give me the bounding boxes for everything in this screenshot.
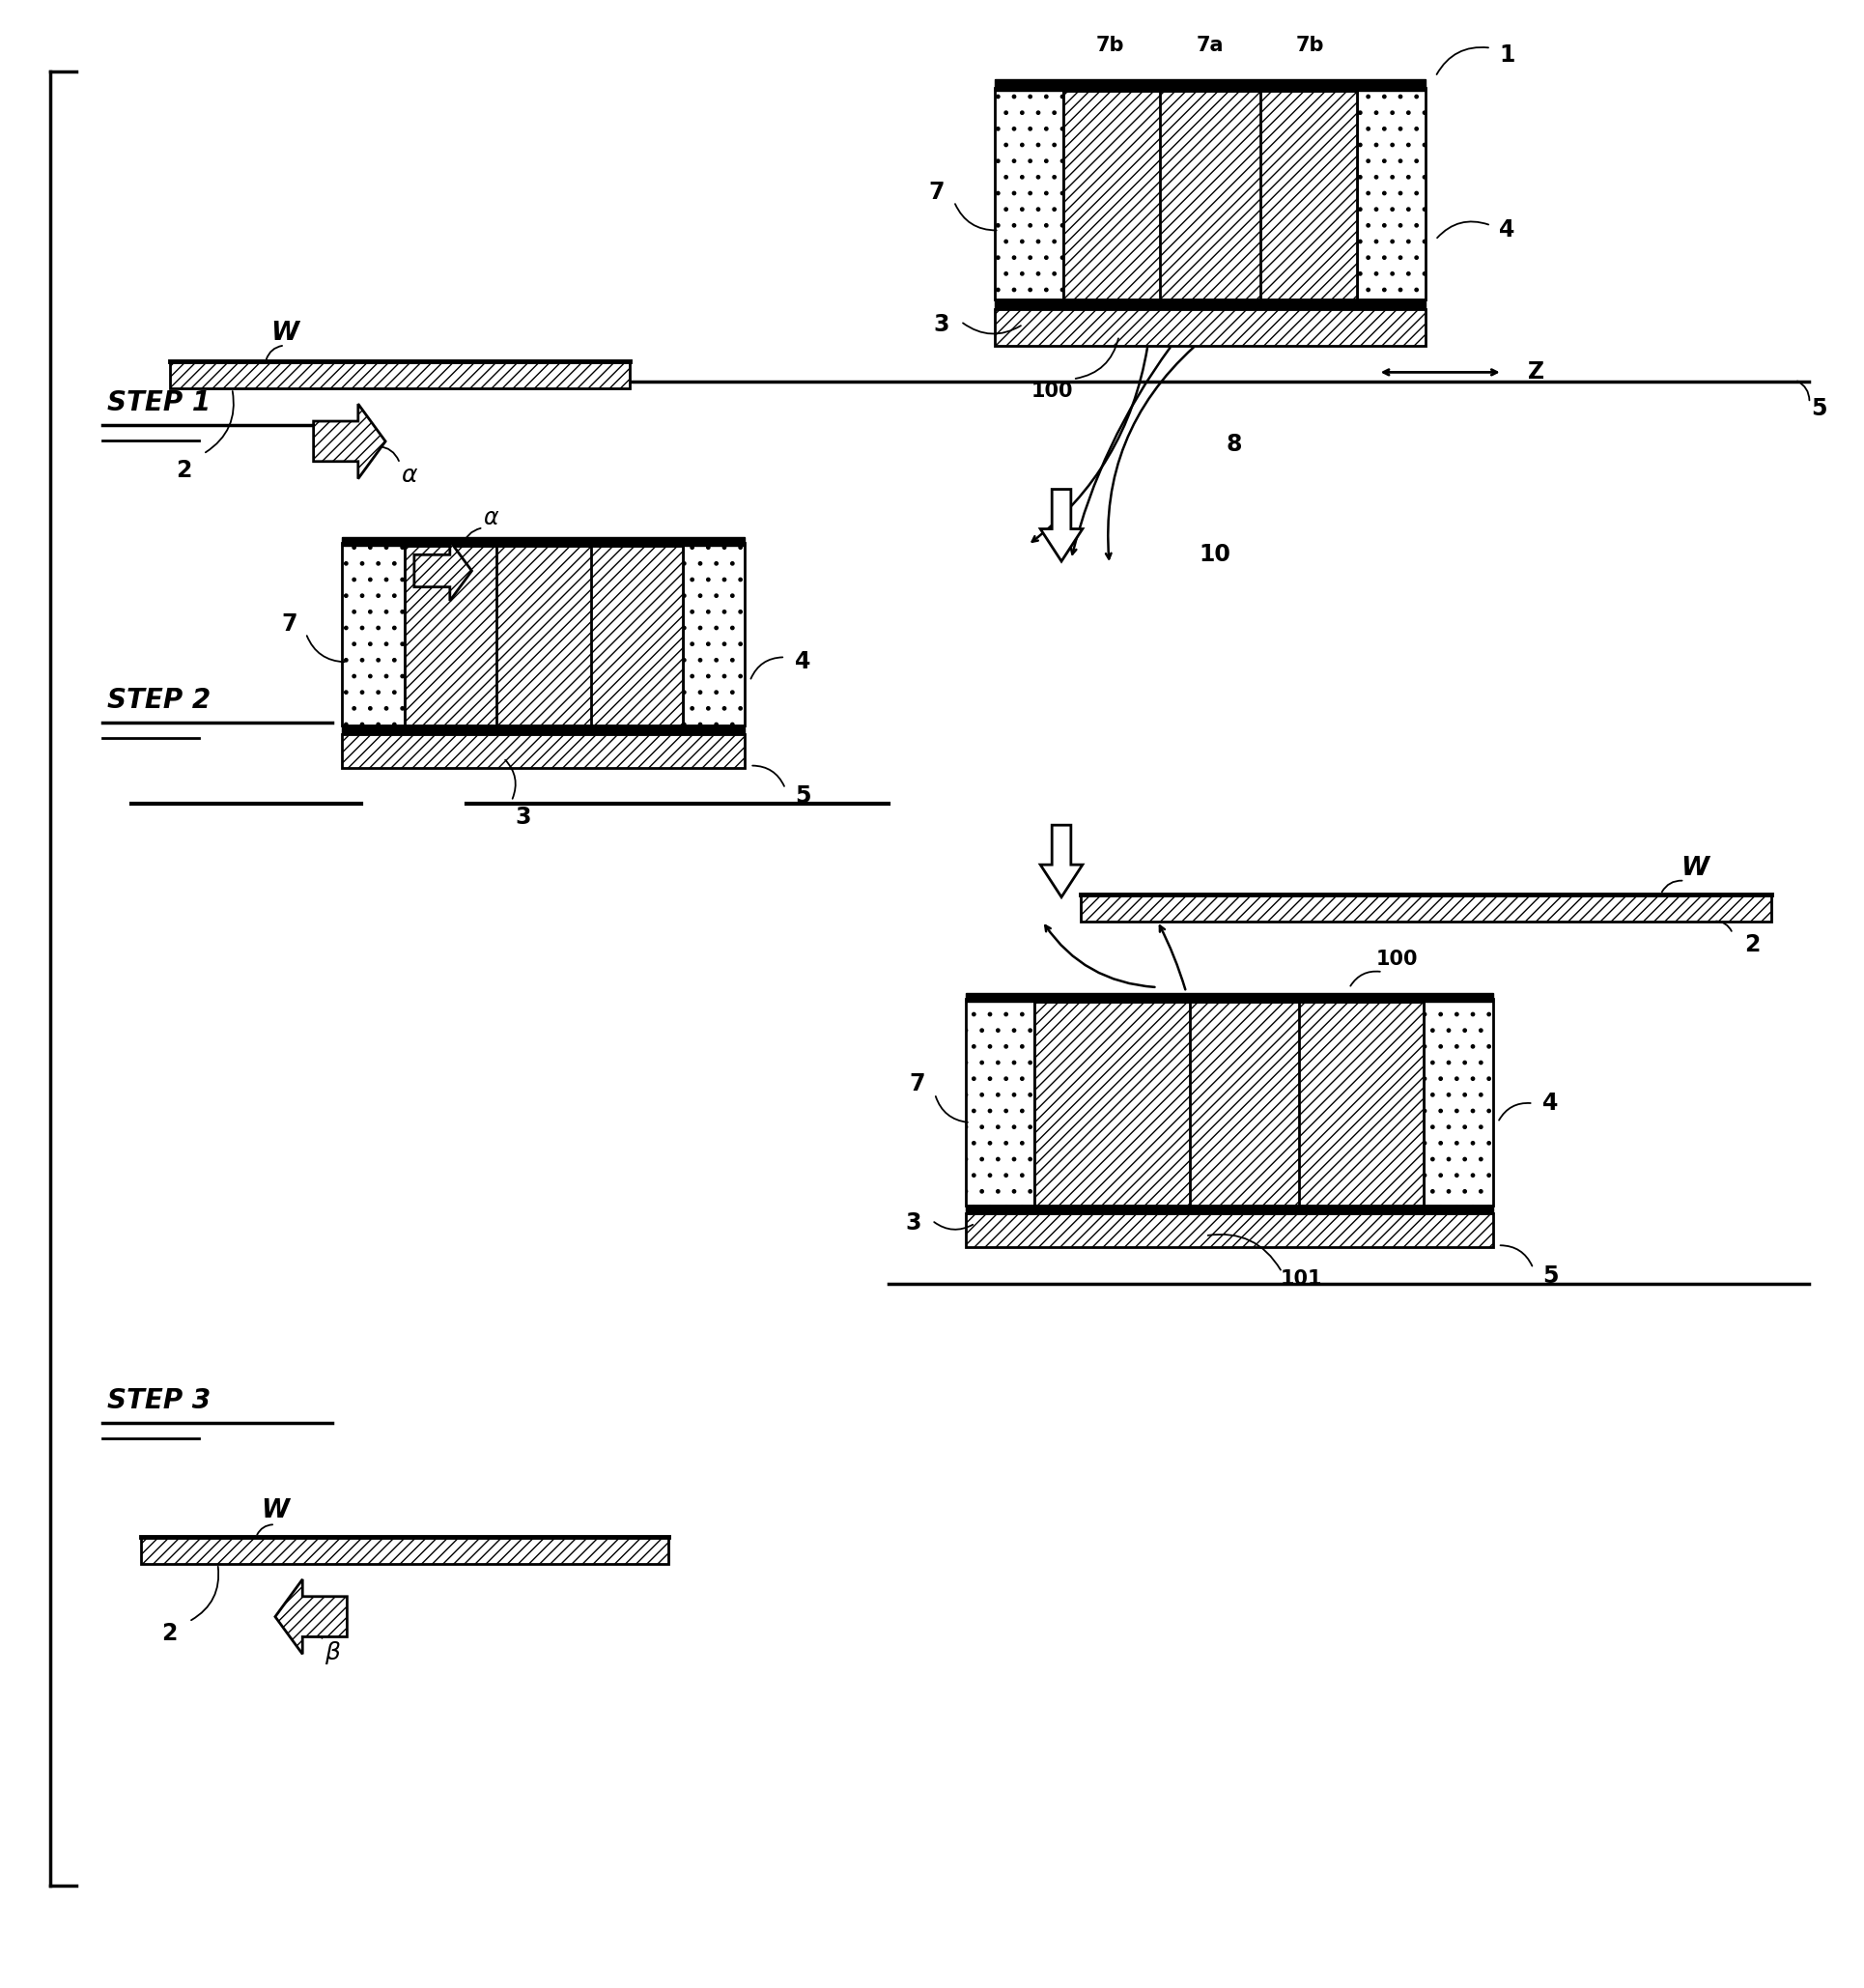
Polygon shape	[414, 541, 472, 600]
Text: 7: 7	[281, 612, 298, 636]
Text: 10: 10	[1199, 543, 1230, 567]
Bar	[966, 1205, 1493, 1215]
Text: $\alpha$: $\alpha$	[401, 463, 418, 487]
Text: 2: 2	[162, 1622, 177, 1646]
Text: 2: 2	[1745, 934, 1760, 956]
Text: 5: 5	[1812, 398, 1827, 419]
Bar	[1062, 91, 1357, 300]
Bar	[1424, 998, 1493, 1205]
Text: 100: 100	[1376, 950, 1419, 968]
Bar	[1035, 1002, 1424, 1205]
Bar	[343, 543, 404, 726]
Text: 5: 5	[794, 785, 811, 807]
Text: 101: 101	[1281, 1268, 1322, 1288]
Bar	[994, 87, 1062, 300]
Text: 100: 100	[1031, 382, 1074, 402]
Bar	[343, 726, 746, 734]
Polygon shape	[1040, 489, 1083, 561]
Bar	[343, 537, 746, 547]
Bar	[682, 543, 746, 726]
Text: W: W	[261, 1499, 289, 1523]
Text: 7b: 7b	[1295, 36, 1323, 56]
Polygon shape	[313, 404, 386, 479]
Text: 3: 3	[516, 805, 531, 829]
Text: 7a: 7a	[1197, 36, 1225, 56]
Bar	[1357, 87, 1426, 300]
Text: 7: 7	[928, 181, 945, 203]
Text: 4: 4	[794, 650, 811, 674]
Bar	[142, 1537, 669, 1565]
Bar	[343, 734, 746, 767]
Bar	[404, 547, 682, 726]
Bar	[966, 994, 1493, 1002]
Text: 3: 3	[934, 312, 949, 336]
Text: Z: Z	[1528, 360, 1545, 384]
Text: $\beta$: $\beta$	[324, 1640, 341, 1666]
Text: 5: 5	[1543, 1264, 1558, 1288]
Bar	[966, 998, 1035, 1205]
Text: STEP 3: STEP 3	[108, 1388, 211, 1413]
Text: W: W	[270, 320, 298, 346]
Bar	[1081, 895, 1771, 920]
Text: STEP 2: STEP 2	[108, 688, 211, 714]
Text: W: W	[1679, 855, 1707, 881]
Text: 4: 4	[1543, 1091, 1558, 1115]
Bar	[994, 80, 1426, 91]
Bar	[170, 362, 630, 388]
Text: 8: 8	[1227, 433, 1241, 455]
Text: 2: 2	[177, 459, 192, 481]
Bar	[966, 1215, 1493, 1246]
Text: 3: 3	[904, 1213, 921, 1235]
Polygon shape	[276, 1578, 347, 1654]
Bar	[994, 308, 1426, 346]
Polygon shape	[1040, 825, 1083, 897]
Text: 7b: 7b	[1096, 36, 1124, 56]
Text: STEP 1: STEP 1	[108, 390, 211, 417]
Text: $\alpha$: $\alpha$	[483, 507, 500, 529]
Text: 1: 1	[1499, 44, 1515, 66]
Bar	[994, 300, 1426, 308]
Text: 4: 4	[1499, 219, 1515, 243]
Text: 7: 7	[910, 1074, 926, 1095]
